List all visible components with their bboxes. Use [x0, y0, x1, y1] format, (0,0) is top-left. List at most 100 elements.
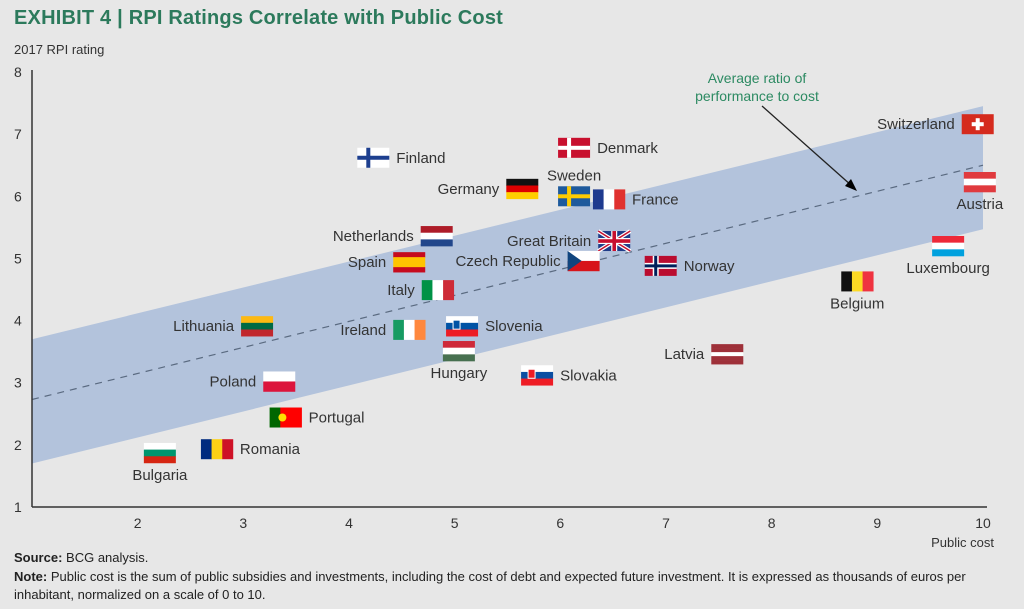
- flag-stripe: [420, 239, 453, 247]
- sweden-flag-icon: [558, 186, 591, 207]
- flag-stripe: [567, 260, 600, 272]
- y-tick-label: 8: [14, 64, 22, 80]
- flag-cross: [558, 145, 591, 150]
- country-label: Ireland: [340, 322, 386, 339]
- flag-stripe: [711, 360, 744, 365]
- data-point-france: France: [592, 189, 679, 210]
- data-point-finland: Finland: [357, 147, 446, 168]
- country-label: Austria: [956, 196, 1003, 213]
- lithuania-flag-icon: [241, 316, 274, 337]
- flag-stripe: [841, 271, 853, 292]
- country-label: Belgium: [830, 295, 884, 312]
- note-label: Note:: [14, 569, 48, 584]
- flag-emblem: [278, 413, 287, 422]
- country-label: Luxembourg: [906, 260, 989, 277]
- flag-stripe: [241, 316, 274, 324]
- flag-stripe: [521, 371, 554, 379]
- flag-stripe: [851, 271, 863, 292]
- flag-stripe: [263, 371, 296, 382]
- flag-stripe: [446, 329, 479, 337]
- flag-stripe: [932, 242, 965, 250]
- flag-stripe: [143, 449, 176, 457]
- x-tick-label: 7: [662, 515, 670, 531]
- y-tick-label: 3: [14, 375, 22, 391]
- flag-stripe: [420, 232, 453, 240]
- country-label: Switzerland: [877, 116, 955, 133]
- country-label: Romania: [240, 441, 301, 458]
- bulgaria-flag-icon: [143, 442, 176, 464]
- data-point-denmark: Denmark: [558, 137, 658, 158]
- data-point-belgium: Belgium: [830, 271, 884, 312]
- flag-stripe: [446, 322, 479, 330]
- flag-stripe: [521, 365, 554, 373]
- data-point-portugal: Portugal: [269, 407, 364, 428]
- data-point-hungary: Hungary: [431, 341, 488, 382]
- data-point-bulgaria: Bulgaria: [132, 442, 188, 484]
- france-flag-icon: [592, 189, 626, 210]
- annotation-line-2: performance to cost: [695, 88, 819, 104]
- flag-stripe: [442, 354, 475, 362]
- data-point-switzerland: Switzerland: [877, 114, 994, 135]
- great-britain-flag-icon: [597, 229, 632, 253]
- data-point-norway: Norway: [644, 255, 735, 276]
- x-tick-label: 4: [345, 515, 353, 531]
- flag-stripe: [200, 439, 212, 460]
- flag-stripe: [269, 407, 281, 428]
- data-point-sweden: Sweden: [547, 167, 601, 207]
- country-label: Netherlands: [333, 228, 414, 245]
- flag-stripe: [420, 226, 453, 234]
- flag-stripe: [506, 185, 539, 193]
- flag-stripe: [211, 439, 223, 460]
- flag-cross: [971, 122, 984, 127]
- data-point-great-britain: Great Britain: [507, 229, 632, 253]
- luxembourg-flag-icon: [932, 236, 965, 257]
- flag-stripe: [414, 319, 426, 340]
- flag-stripe: [711, 344, 744, 349]
- flag-stripe: [241, 322, 274, 330]
- country-label: Czech Republic: [456, 253, 562, 270]
- annotation-arrowhead: [845, 179, 857, 191]
- flag-stripe: [506, 192, 539, 200]
- flag-stripe: [711, 356, 744, 361]
- data-point-slovakia: Slovakia: [521, 365, 617, 386]
- x-axis-label: Public cost: [931, 535, 994, 550]
- country-label: Italy: [387, 282, 415, 299]
- confidence-band: [32, 106, 983, 464]
- poland-flag-icon: [263, 371, 296, 392]
- denmark-flag-icon: [558, 137, 591, 158]
- y-tick-label: 5: [14, 250, 22, 266]
- data-point-austria: Austria: [956, 171, 1004, 213]
- flag-stripe: [143, 456, 176, 464]
- country-label: Slovakia: [560, 367, 617, 384]
- country-label: Germany: [438, 181, 500, 198]
- flag-cross: [558, 194, 591, 199]
- data-point-poland: Poland: [210, 371, 296, 392]
- source-text: BCG analysis.: [66, 550, 149, 565]
- belgium-flag-icon: [841, 271, 874, 292]
- flag-cross: [598, 239, 631, 243]
- country-label: Sweden: [547, 167, 601, 184]
- flag-stripe: [521, 378, 554, 386]
- flag-stripe: [614, 189, 626, 210]
- flag-stripe: [506, 178, 539, 186]
- czech-republic-flag-icon: [567, 250, 600, 272]
- note-text: Public cost is the sum of public subsidi…: [14, 569, 966, 602]
- flag-stripe: [862, 271, 874, 292]
- flag-stripe: [393, 257, 426, 263]
- chart-title: EXHIBIT 4 | RPI Ratings Correlate with P…: [14, 7, 504, 29]
- flag-stripe: [263, 381, 296, 392]
- country-label: Denmark: [597, 140, 658, 157]
- exhibit-title: RPI Ratings Correlate with Public Cost: [128, 7, 504, 29]
- flag-stripe: [932, 236, 965, 243]
- x-tick-label: 2: [134, 515, 142, 531]
- data-point-ireland: Ireland: [340, 319, 426, 340]
- flag-stripe: [963, 185, 996, 193]
- country-label: Poland: [210, 373, 257, 390]
- flag-crest: [527, 368, 536, 379]
- y-axis-label: 2017 RPI rating: [14, 42, 105, 57]
- austria-flag-icon: [963, 171, 996, 193]
- flag-stripe: [446, 316, 479, 324]
- flag-crest: [452, 319, 461, 330]
- latvia-flag-icon: [711, 344, 744, 365]
- data-point-romania: Romania: [200, 439, 301, 460]
